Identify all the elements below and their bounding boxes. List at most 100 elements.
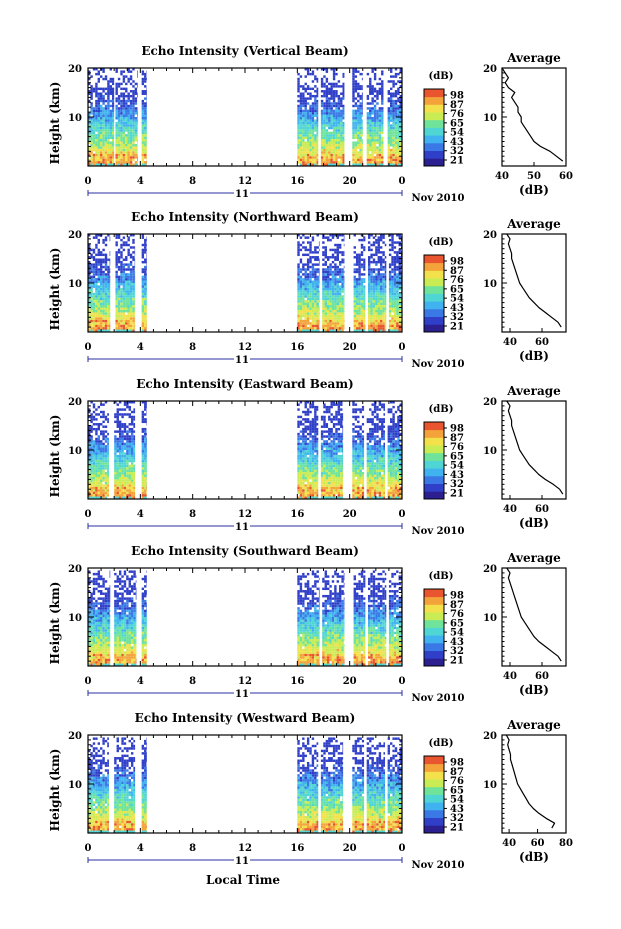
echo-cell — [394, 109, 398, 113]
echo-cell — [323, 119, 326, 122]
echo-cell — [92, 161, 96, 164]
echo-cell — [109, 124, 112, 127]
echo-cell — [104, 124, 108, 127]
echo-cell — [375, 238, 378, 242]
echo-cell — [359, 148, 362, 152]
echo-cell — [297, 131, 300, 135]
echo-cell — [398, 236, 401, 239]
echo-cell — [353, 312, 356, 315]
echo-cell — [125, 314, 128, 318]
colorbar-swatch — [424, 142, 444, 151]
echo-cell — [97, 486, 100, 490]
echo-cell — [144, 489, 147, 492]
echo-cell — [340, 114, 343, 117]
echo-cell — [144, 427, 147, 431]
echo-cell — [116, 484, 119, 487]
echo-cell — [130, 496, 134, 499]
echo-cell — [144, 119, 147, 122]
echo-cell — [322, 319, 325, 323]
echo-cell — [128, 452, 131, 455]
echo-cell — [117, 309, 121, 313]
echo-cell — [141, 452, 145, 455]
echo-cell — [352, 146, 355, 149]
echo-cell — [311, 80, 315, 83]
echo-cell — [306, 280, 310, 283]
echo-cell — [117, 82, 121, 86]
echo-cell — [144, 139, 147, 142]
echo-cell — [127, 265, 130, 269]
echo-cell — [314, 314, 317, 318]
echo-cell — [334, 248, 337, 252]
echo-cell — [369, 121, 372, 125]
echo-cell — [109, 258, 111, 261]
echo-cell — [354, 68, 358, 71]
echo-cell — [114, 467, 117, 470]
echo-cell — [335, 94, 338, 98]
echo-cell — [122, 109, 126, 113]
echo-cell — [104, 457, 108, 460]
echo-cell — [144, 112, 147, 115]
echo-cell — [297, 121, 300, 125]
echo-cell — [340, 117, 343, 120]
echo-cell — [134, 117, 138, 120]
echo-cell — [328, 126, 331, 130]
echo-cell — [366, 129, 370, 132]
echo-cell — [128, 489, 131, 492]
echo-cell — [375, 290, 378, 293]
heatmap-cells — [88, 401, 402, 499]
echo-cell — [97, 94, 100, 98]
echo-cell — [318, 305, 320, 308]
echo-cell — [88, 117, 91, 120]
echo-cell — [132, 314, 135, 318]
echo-cell — [129, 273, 133, 276]
echo-cell — [126, 469, 129, 473]
echo-cell — [397, 136, 400, 140]
echo-cell — [102, 241, 105, 244]
echo-cell — [306, 273, 310, 276]
echo-cell — [100, 87, 103, 91]
echo-cell — [354, 114, 358, 117]
echo-cell — [100, 454, 103, 458]
echo-cell — [115, 258, 118, 261]
echo-cell — [127, 283, 130, 286]
echo-cell — [316, 153, 319, 157]
echo-cell — [120, 305, 123, 308]
echo-cell — [95, 476, 98, 480]
echo-cell — [391, 278, 394, 281]
echo-cell — [367, 302, 371, 306]
echo-cell — [304, 283, 307, 286]
echo-cell — [391, 322, 394, 325]
echo-cell — [324, 270, 327, 274]
echo-cell — [393, 246, 397, 249]
echo-cell — [129, 146, 133, 149]
echo-cell — [299, 163, 303, 166]
echo-cell — [332, 102, 336, 105]
echo-cell — [372, 305, 376, 308]
echo-cell — [144, 273, 147, 276]
echo-cell — [97, 253, 100, 257]
echo-cell — [141, 314, 145, 318]
echo-cell — [302, 312, 305, 315]
echo-cell — [92, 143, 96, 147]
echo-cell — [361, 77, 363, 81]
echo-cell — [375, 309, 378, 313]
echo-cell — [398, 319, 401, 323]
echo-cell — [320, 139, 324, 142]
echo-cell — [100, 479, 103, 482]
echo-cell — [141, 401, 145, 404]
echo-cell — [114, 496, 117, 499]
echo-cell — [92, 119, 96, 122]
echo-cell — [306, 148, 310, 152]
echo-cell — [337, 151, 341, 154]
echo-cell — [332, 94, 336, 98]
echo-cell — [97, 496, 100, 499]
echo-cell — [377, 312, 380, 315]
echo-cell — [115, 290, 118, 293]
echo-cell — [134, 148, 138, 152]
echo-cell — [130, 494, 134, 497]
echo-cell — [95, 94, 98, 98]
echo-cell — [306, 109, 310, 113]
echo-cell — [128, 413, 131, 416]
echo-cell — [334, 287, 337, 291]
echo-cell — [120, 309, 123, 313]
